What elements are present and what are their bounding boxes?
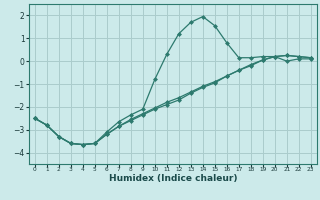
X-axis label: Humidex (Indice chaleur): Humidex (Indice chaleur) [108,174,237,183]
